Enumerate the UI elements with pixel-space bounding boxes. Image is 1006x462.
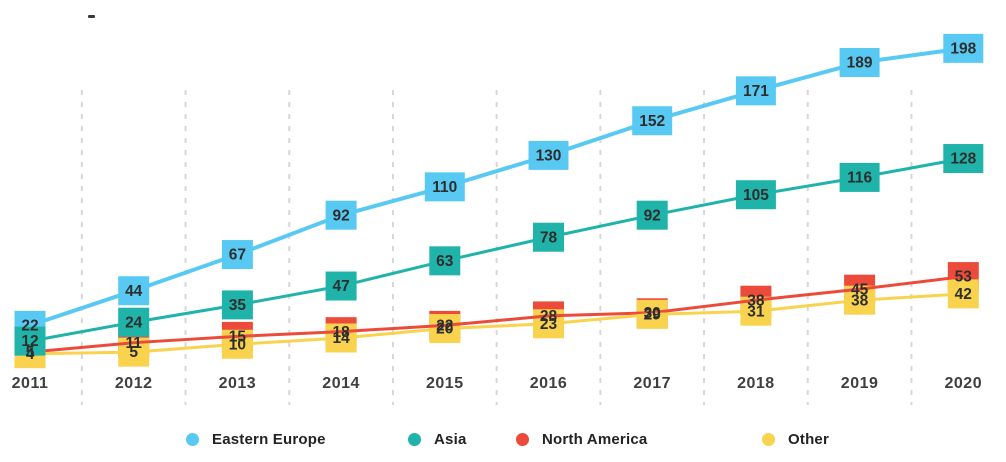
series-line-north-america	[28, 275, 965, 354]
legend-dot-other	[762, 432, 775, 446]
point-label-other: 31	[747, 303, 765, 320]
legend-item-other[interactable]: Other	[762, 424, 829, 454]
point-label-eastern-europe: 67	[229, 247, 246, 264]
point-label-north-america: 18	[332, 324, 350, 341]
series-line-other	[28, 292, 965, 356]
point-label-other: 38	[851, 292, 869, 309]
point-label-eastern-europe: 189	[847, 55, 873, 72]
point-label-other: 42	[955, 286, 972, 303]
legend-dot-asia	[408, 432, 421, 446]
point-label-box-eastern-europe	[839, 48, 880, 78]
point-label-box-asia	[533, 222, 564, 252]
point-label-asia: 105	[743, 187, 769, 204]
x-tick-2017: 2017	[633, 375, 671, 392]
legend-item-north-america[interactable]: North America	[516, 424, 647, 454]
point-label-north-america: 45	[851, 281, 869, 298]
legend-item-eastern-europe[interactable]: Eastern Europe	[186, 424, 326, 454]
legend-dot-north-america	[516, 432, 529, 446]
point-label-eastern-europe: 198	[950, 40, 976, 57]
point-label-north-america: 30	[644, 305, 661, 322]
point-label-eastern-europe: 110	[432, 179, 457, 196]
point-label-box-eastern-europe	[325, 200, 357, 230]
point-label-other: 23	[540, 316, 558, 333]
point-label-other: 5	[129, 344, 138, 361]
point-label-eastern-europe: 130	[536, 147, 562, 164]
x-tick-2013: 2013	[219, 375, 257, 392]
point-label-asia: 35	[229, 297, 247, 314]
point-label-asia: 63	[436, 253, 454, 270]
point-label-north-america: 5	[26, 344, 35, 361]
point-label-asia: 128	[950, 151, 976, 168]
legend-label: Eastern Europe	[212, 430, 326, 448]
legend: Eastern Europe Asia North America Other	[0, 424, 1006, 454]
point-label-north-america: 28	[540, 308, 558, 325]
point-label-box-asia	[735, 180, 776, 210]
point-label-north-america: 15	[229, 328, 247, 345]
x-tick-2020: 2020	[945, 375, 983, 392]
point-label-north-america: 53	[955, 269, 973, 286]
point-label-asia: 47	[332, 278, 349, 295]
point-label-box-asia	[839, 162, 880, 192]
legend-item-asia[interactable]: Asia	[408, 424, 467, 454]
point-label-asia: 78	[540, 229, 558, 246]
point-label-north-america: 11	[126, 335, 143, 352]
point-label-asia: 24	[125, 314, 143, 331]
point-label-eastern-europe: 22	[21, 317, 38, 334]
point-label-box-asia	[636, 200, 668, 230]
legend-label: Other	[788, 430, 830, 448]
point-label-other: 20	[436, 321, 453, 338]
point-label-box-asia	[221, 290, 253, 320]
point-label-box-eastern-europe	[632, 106, 673, 136]
x-tick-2018: 2018	[737, 375, 775, 392]
point-label-north-america: 22	[436, 317, 453, 334]
x-tick-2019: 2019	[841, 375, 879, 392]
x-tick-2016: 2016	[530, 375, 568, 392]
point-label-box-eastern-europe	[118, 276, 150, 306]
point-label-box-eastern-europe	[221, 240, 253, 270]
point-label-box-asia	[429, 246, 461, 276]
x-tick-2011: 2011	[12, 375, 49, 392]
point-label-other: 29	[644, 306, 662, 323]
point-label-asia: 12	[21, 333, 38, 350]
point-label-box-eastern-europe	[735, 76, 776, 106]
x-tick-2015: 2015	[426, 375, 464, 392]
series-line-eastern-europe	[28, 46, 966, 328]
point-label-eastern-europe: 171	[743, 83, 769, 100]
legend-dot-eastern-europe	[186, 432, 199, 446]
point-label-asia: 92	[644, 207, 661, 224]
point-label-box-eastern-europe	[528, 140, 569, 170]
point-label-box-asia	[325, 271, 357, 301]
point-label-asia: 116	[847, 170, 872, 187]
title-mark	[88, 15, 95, 18]
point-label-box-eastern-europe	[943, 33, 984, 63]
point-label-eastern-europe: 92	[332, 207, 349, 224]
plot-area: 22 44 67 92 110 130 152 171 189 198 12 24 35 47 63 78 92…	[12, 33, 984, 405]
point-label-other: 10	[229, 336, 246, 353]
point-label-other: 14	[332, 330, 350, 347]
point-label-box-asia	[943, 144, 984, 174]
series-line-asia	[28, 157, 965, 343]
point-label-eastern-europe: 44	[125, 283, 143, 300]
point-label-box-asia	[14, 326, 46, 356]
point-label-eastern-europe: 152	[639, 113, 665, 130]
point-label-box-asia	[118, 307, 150, 337]
point-label-other: 4	[26, 346, 35, 363]
x-tick-2012: 2012	[115, 375, 153, 392]
legend-label: North America	[542, 430, 648, 448]
point-label-box-eastern-europe	[424, 172, 465, 202]
x-tick-2014: 2014	[322, 375, 360, 392]
point-label-north-america: 38	[747, 292, 765, 309]
legend-label: Asia	[434, 430, 467, 448]
